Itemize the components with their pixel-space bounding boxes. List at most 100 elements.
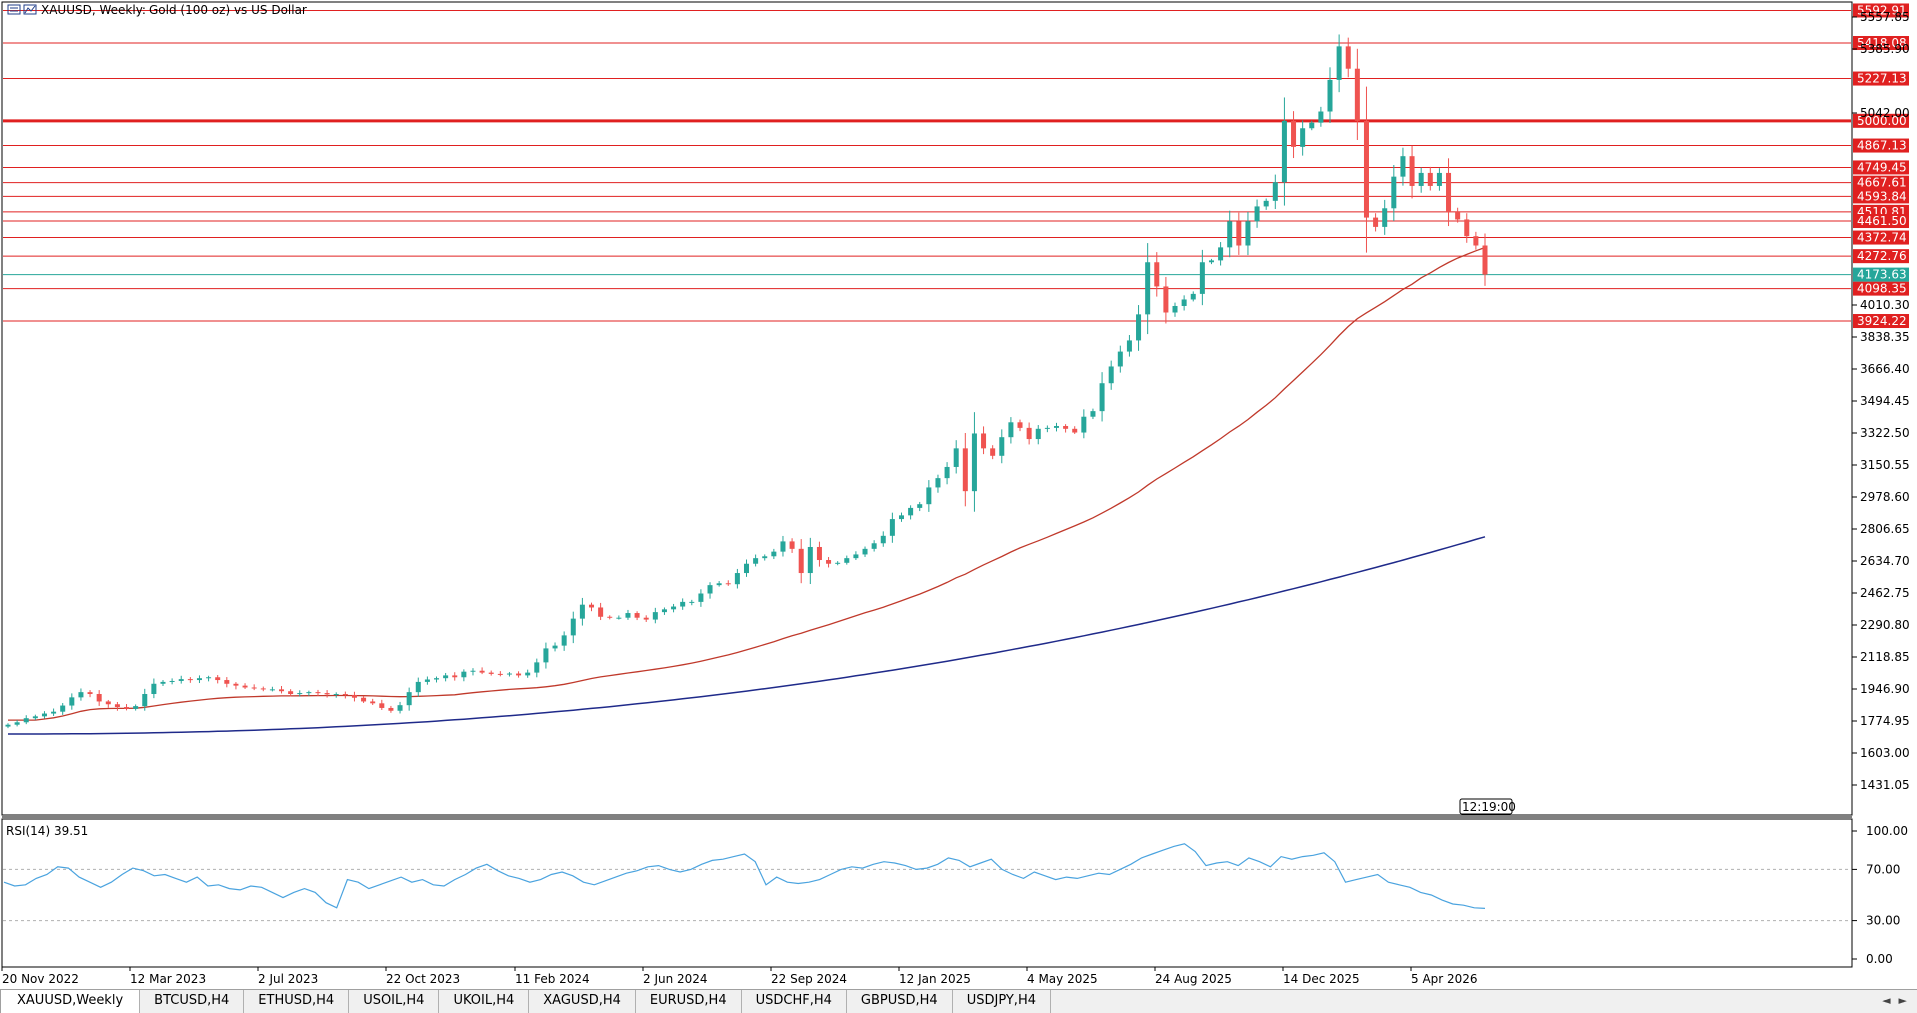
time-tick-label: 14 Dec 2025: [1283, 972, 1360, 986]
price-tick-label: 1946.90: [1860, 682, 1910, 696]
rsi-tick-label: 100.00: [1866, 824, 1908, 838]
candle-body: [689, 601, 695, 603]
candle-body: [1464, 219, 1470, 237]
candle-body: [397, 705, 403, 711]
chart-tab[interactable]: USDJPY,H4: [953, 990, 1051, 1013]
candle-body: [1090, 411, 1096, 417]
candle-body: [1318, 111, 1324, 123]
candle-body: [415, 681, 421, 693]
chart-tab[interactable]: USOIL,H4: [349, 990, 440, 1013]
level-price-label: 5592.91: [1857, 3, 1907, 17]
candle-body: [1099, 383, 1105, 412]
candle-body: [315, 692, 321, 694]
time-axis: 20 Nov 2022 12 Mar 2023 2 Jul 2023 22 Oct 2…: [1, 967, 1478, 986]
candle-body: [351, 694, 357, 698]
candle-body: [1072, 428, 1078, 433]
candle-body: [14, 722, 20, 725]
chart-tab[interactable]: USDCHF,H4: [742, 990, 847, 1013]
level-price-tag: [1853, 113, 1909, 128]
time-tick-label: 20 Nov 2022: [2, 972, 79, 986]
candle-body: [944, 466, 950, 479]
chart-properties-icon[interactable]: [23, 4, 37, 15]
candle-body: [762, 556, 768, 559]
tab-scroll-left-icon[interactable]: ◄: [1882, 994, 1891, 1007]
chart-area[interactable]: 5592.91 5418.08 5227.13 5000.00 4867.13 4749.…: [0, 0, 1917, 989]
level-price-label: 4272.76: [1857, 249, 1907, 263]
candle-body: [461, 671, 467, 678]
candle-body: [634, 613, 640, 618]
candle-body: [971, 433, 977, 492]
candle-body: [1218, 247, 1224, 261]
tab-scroll-right-icon[interactable]: ►: [1898, 994, 1907, 1007]
chart-tab[interactable]: GBPUSD,H4: [847, 990, 953, 1013]
candle-body: [187, 679, 193, 681]
candle-body: [260, 688, 266, 690]
level-price-tag: [1853, 160, 1909, 175]
candle-body: [233, 683, 239, 686]
candle-body: [1473, 236, 1479, 246]
candle-body: [625, 613, 631, 618]
candle-body: [1300, 128, 1306, 147]
candle-body: [743, 563, 750, 574]
candle-body: [1291, 120, 1297, 147]
chart-background: [0, 0, 1917, 989]
candle-body: [361, 697, 367, 702]
candle-body: [671, 606, 677, 610]
rsi-tick-label: 30.00: [1866, 914, 1900, 928]
level-price-tag: [1853, 214, 1909, 229]
candle-body: [51, 711, 57, 714]
candle-body: [807, 546, 813, 574]
candle-body: [844, 558, 850, 563]
time-tick-label: 24 Aug 2025: [1155, 972, 1232, 986]
chart-tab[interactable]: EURUSD,H4: [636, 990, 742, 1013]
candle-body: [1136, 314, 1142, 341]
price-tick-label: 3838.35: [1860, 330, 1910, 344]
candle-body: [543, 648, 549, 663]
time-tick-label: 4 May 2025: [1027, 972, 1098, 986]
candle-body: [142, 694, 148, 707]
level-price-tag: [1853, 3, 1909, 18]
candle-body: [981, 433, 987, 449]
candle-body: [443, 675, 449, 679]
candle-body: [488, 672, 494, 674]
candle-body: [898, 515, 905, 520]
level-price-label: 4461.50: [1857, 214, 1907, 228]
price-tick-label: 2118.85: [1860, 650, 1910, 664]
candle-body: [1245, 221, 1251, 246]
candle-body: [1117, 351, 1123, 367]
chart-tab[interactable]: UKOIL,H4: [439, 990, 530, 1013]
candle-body: [479, 670, 485, 673]
candle-body: [661, 609, 667, 613]
level-price-label: 4667.61: [1857, 176, 1907, 190]
level-price-label: 4098.35: [1857, 282, 1907, 296]
candle-body: [1272, 182, 1278, 201]
time-tick-label: 12 Jan 2025: [899, 972, 971, 986]
candle-body: [470, 670, 476, 672]
price-tick-label: 3150.55: [1860, 458, 1910, 472]
candle-body: [1281, 120, 1287, 183]
chart-tab[interactable]: BTCUSD,H4: [140, 990, 245, 1013]
time-tick-label: 5 Apr 2026: [1411, 972, 1478, 986]
chart-tab[interactable]: ETHUSD,H4: [244, 990, 350, 1013]
chart-tab[interactable]: XAUUSD,Weekly: [0, 990, 141, 1013]
candle-body: [41, 713, 47, 717]
candle-body: [1354, 68, 1360, 121]
chart-window-icon[interactable]: [7, 4, 21, 15]
candle-body: [935, 478, 941, 488]
candle-body: [1373, 217, 1379, 227]
candle-body: [1236, 221, 1242, 246]
candle-body: [516, 673, 522, 676]
candle-body: [990, 448, 996, 456]
candle-body: [87, 692, 93, 695]
level-price-tag: [1853, 314, 1909, 329]
level-price-tag: [1853, 36, 1909, 51]
candle-body: [1482, 245, 1488, 275]
price-tick-label: 2978.60: [1860, 490, 1910, 504]
candle-body: [607, 616, 613, 618]
chart-tabs-bar: XAUUSD,Weekly BTCUSD,H4 ETHUSD,H4 USOIL,H4 U…: [0, 989, 1917, 1013]
chart-tab[interactable]: XAGUSD,H4: [529, 990, 636, 1013]
candle-body: [570, 618, 576, 636]
level-price-tag: [1853, 138, 1909, 153]
price-tick-label: 2462.75: [1860, 586, 1910, 600]
time-marker: 12:19:00: [1459, 798, 1516, 815]
